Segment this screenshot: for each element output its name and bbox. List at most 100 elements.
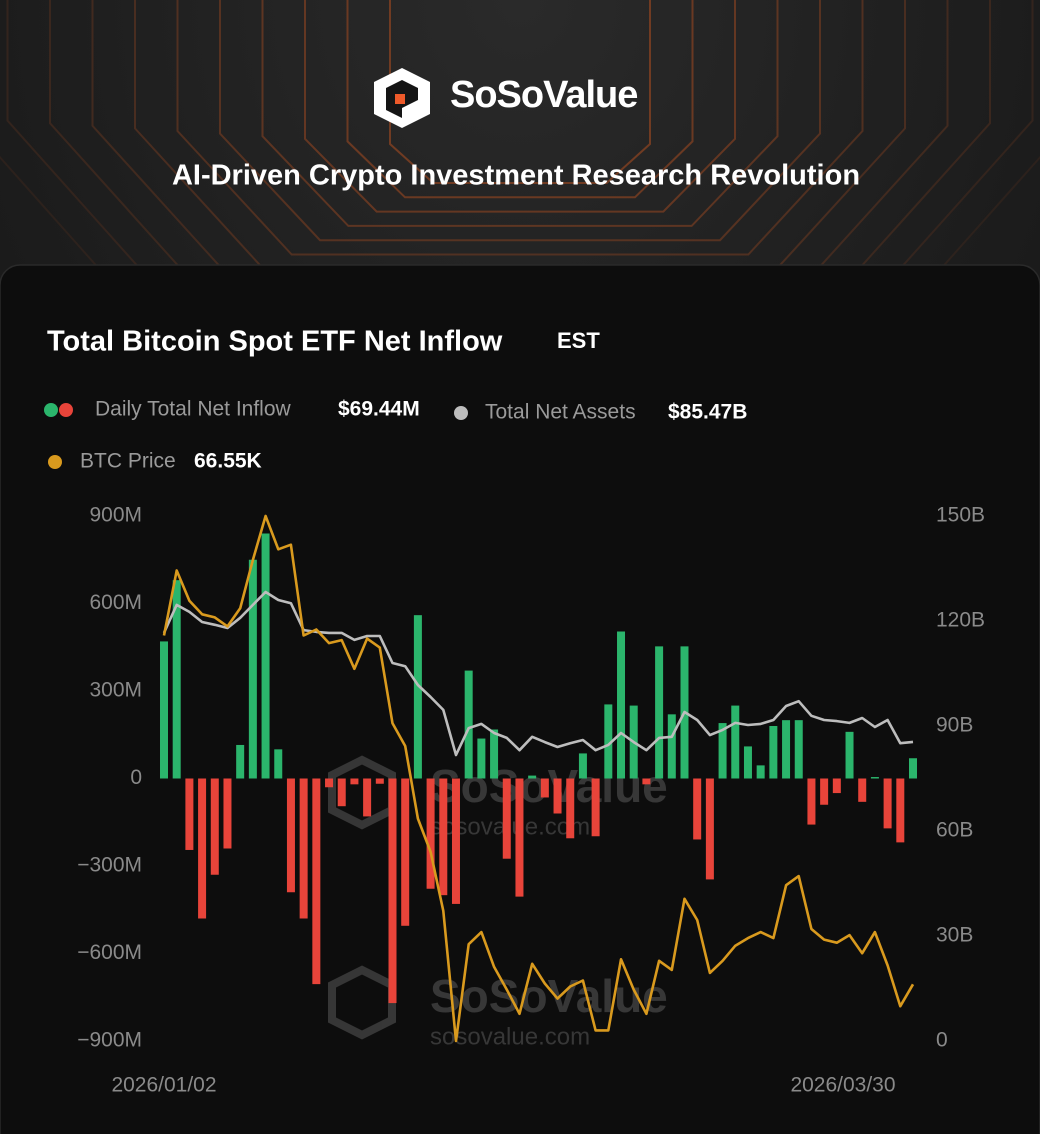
bar xyxy=(413,615,422,779)
y2-tick-label: 150B xyxy=(936,504,985,527)
legend-value: $69.44M xyxy=(338,398,420,421)
bar xyxy=(693,778,702,840)
bar xyxy=(210,778,219,875)
chart-title: Total Bitcoin Spot ETF Net Inflow xyxy=(47,326,503,358)
bar xyxy=(769,726,778,779)
bar xyxy=(858,778,867,802)
bar xyxy=(655,646,664,779)
bar xyxy=(299,778,308,919)
logo: SoSoValue xyxy=(374,68,638,128)
bar xyxy=(363,778,372,817)
bar xyxy=(401,778,410,926)
bar xyxy=(578,753,587,779)
legend-label[interactable]: BTC Price xyxy=(80,450,176,473)
bar xyxy=(502,778,511,859)
bar xyxy=(388,778,397,1004)
bar xyxy=(160,641,168,779)
y2-tick-label: 90B xyxy=(936,714,973,737)
bar xyxy=(820,778,829,805)
bar xyxy=(350,778,359,785)
bar xyxy=(261,533,270,779)
y-tick-label: 600M xyxy=(89,591,142,614)
bar xyxy=(667,714,676,779)
bar xyxy=(248,559,257,779)
bar xyxy=(617,631,626,779)
chart-card xyxy=(0,264,1040,1134)
y-tick-label: −300M xyxy=(77,854,142,877)
bar xyxy=(782,720,791,779)
bar xyxy=(451,778,460,904)
bar xyxy=(909,758,917,779)
bar xyxy=(743,746,752,779)
x-tick-label: 2026/03/30 xyxy=(790,1074,895,1097)
brand-name: SoSoValue xyxy=(450,74,637,116)
legend-label[interactable]: Total Net Assets xyxy=(485,401,636,424)
y2-tick-label: 60B xyxy=(936,819,973,842)
bar xyxy=(198,778,207,919)
bar xyxy=(274,749,283,779)
y2-tick-label: 0 xyxy=(936,1029,948,1052)
bar xyxy=(705,778,714,880)
bar xyxy=(883,778,892,829)
pattern-line xyxy=(219,0,821,242)
bar xyxy=(845,731,854,779)
y-tick-label: 900M xyxy=(89,504,142,527)
bar xyxy=(185,778,194,850)
bar xyxy=(896,778,905,843)
y2-tick-label: 120B xyxy=(936,609,985,632)
bar xyxy=(464,670,473,779)
bar xyxy=(731,705,740,779)
bar xyxy=(426,778,435,889)
pattern-line xyxy=(261,0,779,227)
bar xyxy=(223,778,232,849)
bar xyxy=(490,729,499,779)
bar xyxy=(375,778,384,784)
bar xyxy=(591,778,600,837)
bar xyxy=(718,723,727,779)
legend: Daily Total Net Inflow $69.44M Total Net… xyxy=(44,398,747,473)
legend-swatch xyxy=(44,403,58,417)
y2-tick-label: 30B xyxy=(936,924,973,947)
bar xyxy=(566,778,575,839)
legend-swatch xyxy=(48,455,62,469)
timezone[interactable]: EST xyxy=(557,328,600,353)
legend-value: 66.55K xyxy=(194,450,262,473)
bar xyxy=(870,777,879,779)
bar xyxy=(286,778,295,893)
pattern-line xyxy=(176,0,864,256)
y-tick-label: −600M xyxy=(77,941,142,964)
bar xyxy=(553,778,562,814)
plot: 900M 600M 300M 0 −300M −600M −900M 0 30B 60B 90B 12… xyxy=(77,504,985,1097)
legend-value: $85.47B xyxy=(668,401,747,424)
bar xyxy=(642,778,651,785)
bar xyxy=(794,720,803,779)
legend-swatch xyxy=(454,406,468,420)
line-series xyxy=(162,514,915,1043)
bar xyxy=(325,778,334,788)
bar xyxy=(540,778,549,798)
line-series xyxy=(162,590,914,757)
bar xyxy=(756,765,765,779)
y-tick-label: −900M xyxy=(77,1029,142,1052)
watermark-brand: SoSoValue xyxy=(430,970,668,1022)
bar xyxy=(477,738,486,779)
bar xyxy=(337,778,346,807)
bar xyxy=(515,778,524,897)
bar xyxy=(439,778,448,896)
bar xyxy=(807,778,816,825)
bar xyxy=(172,580,181,779)
bar xyxy=(312,778,321,985)
legend-swatch xyxy=(59,403,73,417)
tagline: AI-Driven Crypto Investment Research Rev… xyxy=(172,160,860,192)
x-tick-label: 2026/01/02 xyxy=(111,1074,216,1097)
y-tick-label: 300M xyxy=(89,679,142,702)
bar xyxy=(528,775,537,779)
y-tick-label: 0 xyxy=(130,766,142,789)
bar xyxy=(236,744,245,779)
pattern-line xyxy=(346,0,694,199)
legend-label[interactable]: Daily Total Net Inflow xyxy=(95,398,292,421)
bar xyxy=(832,778,841,794)
bar xyxy=(604,704,613,779)
